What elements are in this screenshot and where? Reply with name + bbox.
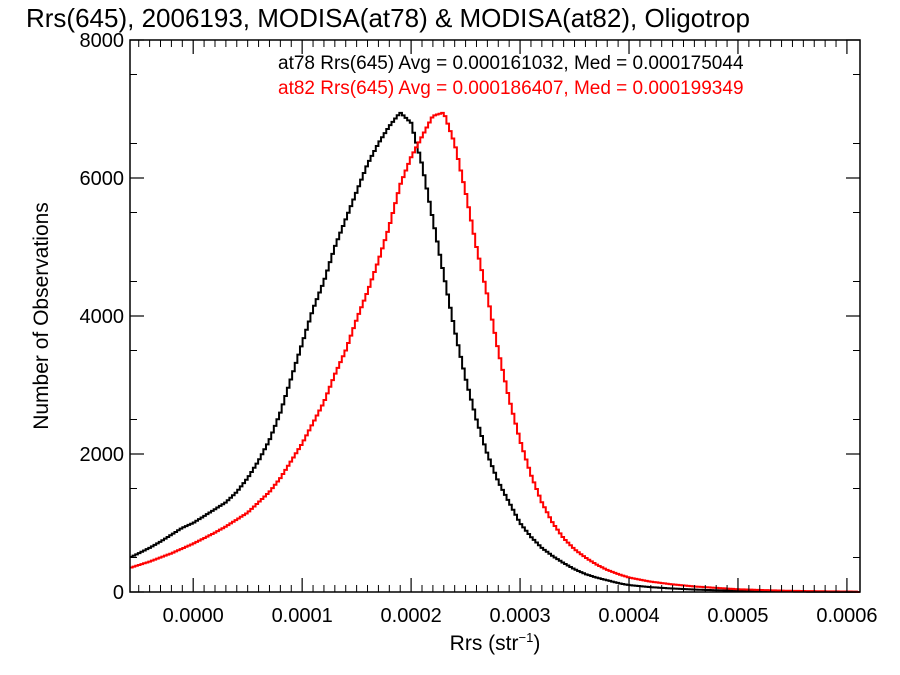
x-tick-label: 0.0005 <box>707 605 768 627</box>
x-axis-label: Rrs (str−1) <box>450 630 541 655</box>
y-tick-label: 0 <box>113 582 124 604</box>
x-tick-label: 0.0003 <box>489 605 550 627</box>
x-tick-label: 0.0006 <box>816 605 877 627</box>
y-axis-ticks: 0 2000 4000 6000 8000 <box>80 30 860 604</box>
histogram-lines <box>130 111 860 593</box>
series-line-at78 <box>130 111 860 593</box>
y-tick-label: 8000 <box>80 30 125 52</box>
stats-line-at82: at82 Rrs(645) Avg = 0.000186407, Med = 0… <box>278 78 744 99</box>
x-tick-label: 0.0004 <box>598 605 659 627</box>
x-tick-label: 0.0000 <box>163 605 224 627</box>
y-tick-label: 6000 <box>80 168 125 190</box>
y-axis-label: Number of Observations <box>30 202 53 430</box>
x-axis-ticks: 0.0000 0.0001 0.0002 0.0003 0.0004 0.0005 0.00… <box>138 40 878 627</box>
x-tick-label: 0.0002 <box>381 605 442 627</box>
chart-title: Rrs(645), 2006193, MODISA(at78) & MODISA… <box>26 3 750 33</box>
x-tick-label: 0.0001 <box>272 605 333 627</box>
series-line-at82 <box>130 111 860 593</box>
stats-annotations: at78 Rrs(645) Avg = 0.000161032, Med = 0… <box>278 53 744 99</box>
plot-frame <box>129 39 861 593</box>
y-tick-label: 4000 <box>80 306 125 328</box>
stats-line-at78: at78 Rrs(645) Avg = 0.000161032, Med = 0… <box>278 53 744 74</box>
y-tick-label: 2000 <box>80 444 125 466</box>
